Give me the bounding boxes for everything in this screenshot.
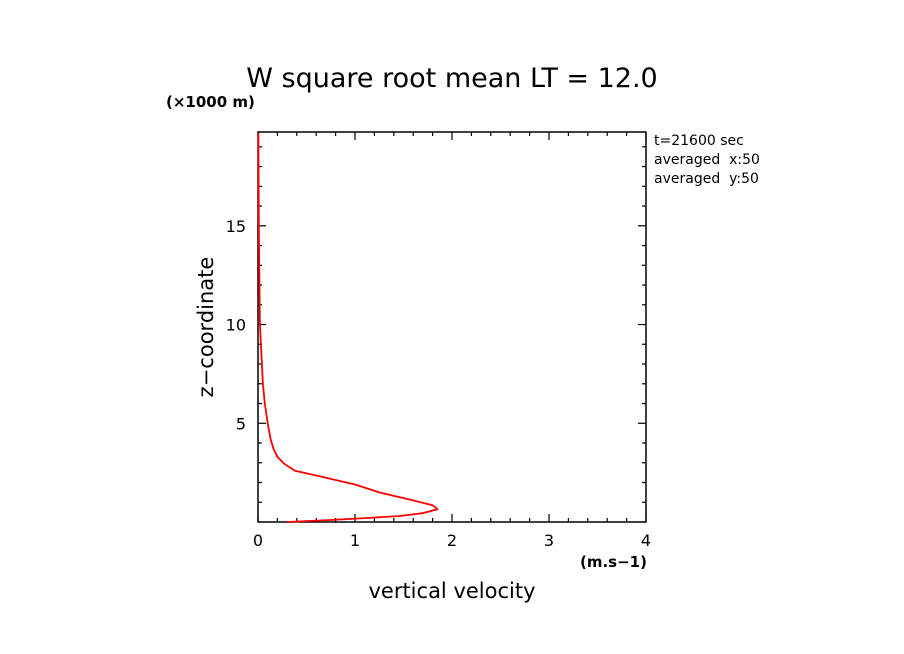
annotation-clip bbox=[777, 125, 904, 195]
y-axis-label: z−coordinate bbox=[194, 257, 218, 398]
annotation-average-y: averaged y:50 bbox=[654, 171, 759, 187]
y-tick-label: 5 bbox=[236, 414, 246, 433]
annotation-average-x: averaged x:50 bbox=[654, 152, 760, 168]
chart-title: W square root mean LT = 12.0 bbox=[246, 63, 657, 94]
plot-frame bbox=[257, 131, 647, 523]
series-line-0 bbox=[257, 132, 439, 523]
x-unit-label: (m.s−1) bbox=[580, 553, 647, 571]
x-tick-label: 1 bbox=[350, 531, 360, 550]
annotation-time: t=21600 sec bbox=[654, 133, 744, 149]
x-tick-label: 4 bbox=[641, 531, 651, 550]
y-tick-label: 10 bbox=[226, 316, 246, 335]
plot-area: 0 1 2 3 4 5 10 15 bbox=[226, 131, 651, 550]
y-unit-label: (×1000 m) bbox=[166, 93, 255, 111]
x-axis-label: vertical velocity bbox=[368, 579, 535, 603]
x-tick-label: 2 bbox=[447, 531, 457, 550]
x-tick-label: 0 bbox=[253, 531, 263, 550]
x-tick-label: 3 bbox=[544, 531, 554, 550]
y-tick-label: 15 bbox=[226, 217, 246, 236]
